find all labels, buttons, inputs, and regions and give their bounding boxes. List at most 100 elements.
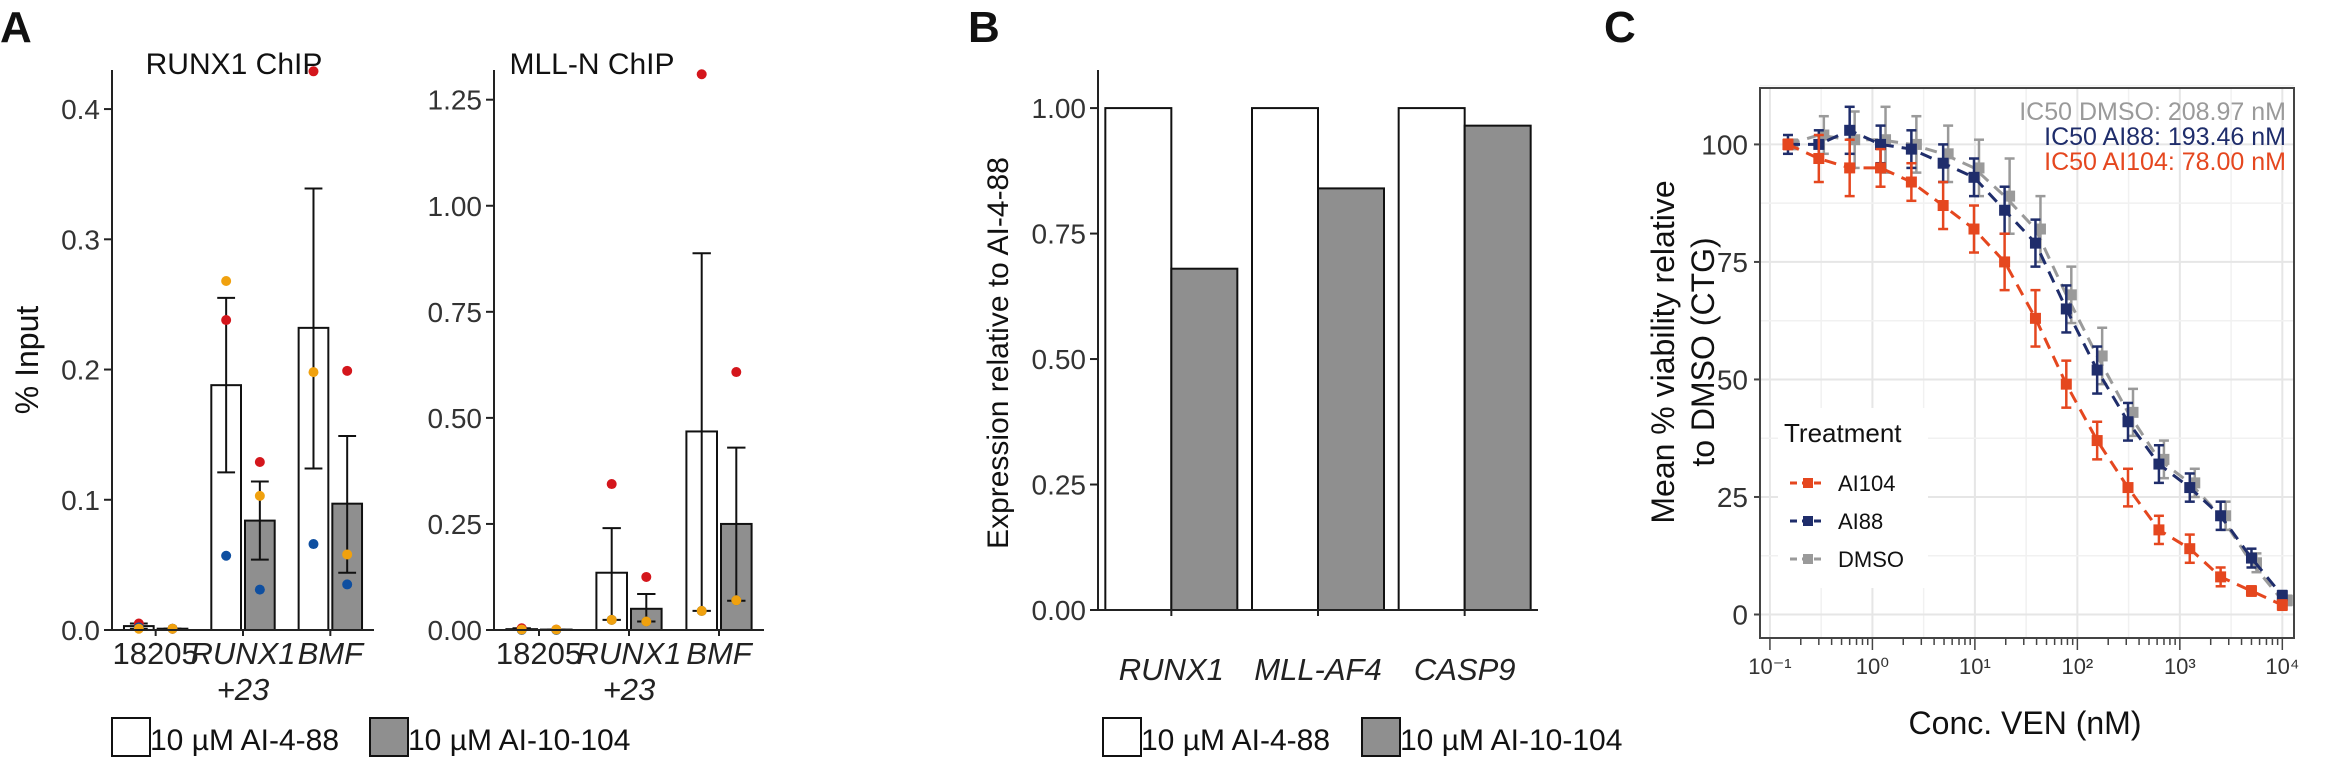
legend-label-ai-10-104: 10 µM AI-10-104 xyxy=(1400,724,1622,757)
data-point xyxy=(2122,416,2134,428)
data-point xyxy=(731,595,742,606)
y-tick-label: 0.00 xyxy=(428,615,483,646)
panel-letter-b: B xyxy=(968,3,1000,52)
data-point xyxy=(2127,406,2139,418)
y-tick-label: 0.25 xyxy=(428,509,483,540)
y-tick-label: 0.2 xyxy=(61,355,100,386)
data-point xyxy=(641,571,652,582)
data-point xyxy=(1937,200,1949,212)
legend-panel-b: 10 µM AI-4-88 10 µM AI-10-104 xyxy=(1102,717,1622,757)
data-point xyxy=(2215,510,2227,522)
legend-marker xyxy=(1803,516,1813,526)
x-tick-label: +23 xyxy=(217,672,270,707)
y-tick-label: 0.50 xyxy=(1032,344,1087,375)
data-point xyxy=(254,457,265,467)
data-point xyxy=(1968,223,1980,235)
legend-label: AI88 xyxy=(1838,509,1883,534)
y-axis-label-line-1: Mean % viability relative xyxy=(1645,180,1681,523)
y-tick-label: 75 xyxy=(1717,247,1748,278)
x-tick-label: +23 xyxy=(603,672,656,707)
x-tick-label: 10² xyxy=(2061,654,2093,679)
data-point xyxy=(1999,256,2011,268)
x-tick-label: 18205 xyxy=(496,636,582,671)
legend-swatch-ai-10-104 xyxy=(1361,717,1401,757)
legend-marker xyxy=(1803,478,1813,488)
y-tick-label: 0.75 xyxy=(428,297,483,328)
plot-area-expression: 0.00 0.25 0.50 0.75 1.00 RUNX1 MLL-AF4 CASP9 xyxy=(1032,70,1538,687)
data-point xyxy=(2091,364,2103,376)
data-point xyxy=(696,69,707,80)
y-tick-label: 1.00 xyxy=(1032,93,1087,124)
y-tick-label: 0.50 xyxy=(428,403,483,434)
y-tick-label: 25 xyxy=(1717,482,1748,513)
legend-marker xyxy=(1803,554,1813,564)
data-point xyxy=(2184,543,2196,555)
chart-expression: Expression relative to AI-4-88 0.000.250… xyxy=(982,70,1538,687)
data-point xyxy=(1937,157,1949,169)
data-point xyxy=(1968,171,1980,183)
data-point xyxy=(221,275,232,286)
legend-label-ai-4-88: 10 µM AI-4-88 xyxy=(1141,724,1330,757)
data-point xyxy=(2184,482,2196,494)
chart-runx1-chip: RUNX1 ChIP % Input 0.0 0.1 0.2 0.3 0.4 18205R… xyxy=(9,48,374,707)
data-point xyxy=(606,614,617,625)
x-tick-label: RUNX1 xyxy=(1119,652,1224,687)
data-point xyxy=(254,490,265,501)
y-tick-label: 1.25 xyxy=(428,85,483,116)
data-point xyxy=(2091,435,2103,447)
data-point xyxy=(2153,458,2165,470)
x-tick-label: 18205 xyxy=(113,636,199,671)
y-tick-label: 0 xyxy=(1732,599,1748,630)
ic50-annotation: IC50 AI104: 78.00 nM xyxy=(2044,148,2286,176)
y-tick-label: 0.3 xyxy=(61,224,100,255)
y-tick-label: 0.1 xyxy=(61,485,100,516)
data-point xyxy=(2065,289,2077,301)
legend-label-ai-4-88: 10 µM AI-4-88 xyxy=(150,724,339,757)
y-tick-label: 0.25 xyxy=(1032,470,1087,501)
data-point xyxy=(2029,312,2041,324)
x-tick-label: 10⁰ xyxy=(1856,654,1889,679)
data-point xyxy=(308,367,319,378)
data-point xyxy=(2276,599,2288,611)
data-point xyxy=(254,584,265,595)
data-point xyxy=(606,479,617,490)
legend-title: Treatment xyxy=(1784,418,1902,448)
y-axis-label: Expression relative to AI-4-88 xyxy=(982,157,1015,549)
data-point xyxy=(308,539,319,550)
legend-panel-a: 10 µM AI-4-88 10 µM AI-10-104 xyxy=(111,717,630,757)
x-tick-label: BMF xyxy=(686,636,754,671)
data-point xyxy=(167,623,178,634)
bar xyxy=(1463,124,1532,611)
bar xyxy=(1104,107,1173,611)
data-point xyxy=(2122,482,2134,494)
data-point xyxy=(342,579,353,590)
x-tick-label: 10⁴ xyxy=(2265,654,2299,679)
data-point xyxy=(696,605,707,616)
x-tick-label: RUNX1 xyxy=(576,636,681,671)
data-point xyxy=(2245,552,2257,564)
legend-label: DMSO xyxy=(1838,547,1904,572)
bar xyxy=(1170,267,1239,611)
y-axis-label: % Input xyxy=(9,306,45,415)
y-tick-label: 0.75 xyxy=(1032,219,1087,250)
data-point xyxy=(2245,585,2257,597)
data-point xyxy=(221,550,232,561)
x-tick-label: 10¹ xyxy=(1959,654,1991,679)
data-point xyxy=(221,315,232,326)
legend-swatch-ai-10-104 xyxy=(369,717,409,757)
data-point xyxy=(133,623,144,634)
data-point xyxy=(2060,303,2072,315)
y-tick-label: 50 xyxy=(1717,364,1748,395)
data-point xyxy=(308,66,319,77)
data-point xyxy=(2004,190,2016,202)
data-point xyxy=(1813,153,1825,165)
y-tick-label: 0.0 xyxy=(61,615,100,646)
panel-letter-a: A xyxy=(0,3,32,52)
data-point xyxy=(2096,350,2108,362)
x-tick-label: CASP9 xyxy=(1414,652,1516,687)
data-point xyxy=(2060,378,2072,390)
plot-border xyxy=(1759,87,2295,639)
data-point xyxy=(2034,223,2046,235)
